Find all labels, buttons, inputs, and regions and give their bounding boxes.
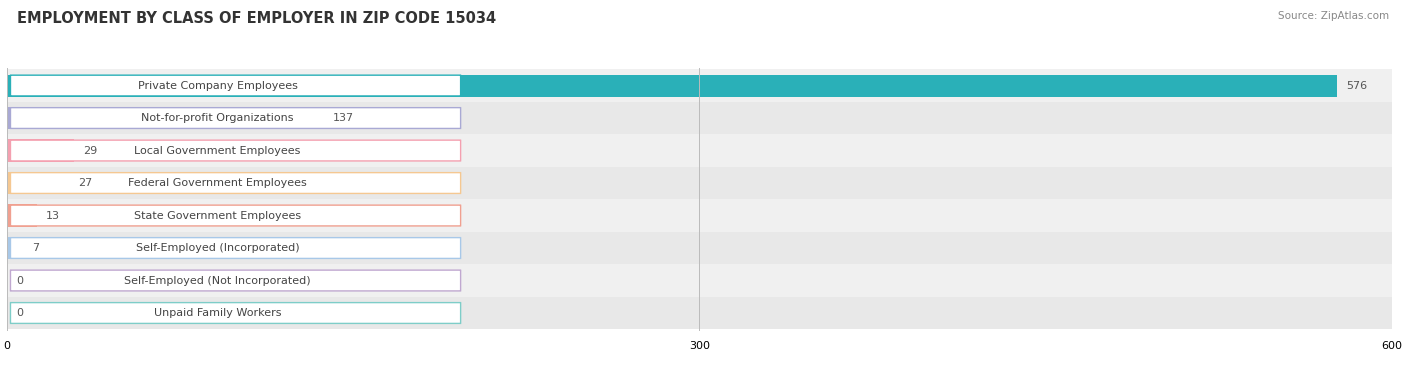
Text: EMPLOYMENT BY CLASS OF EMPLOYER IN ZIP CODE 15034: EMPLOYMENT BY CLASS OF EMPLOYER IN ZIP C… bbox=[17, 11, 496, 26]
Text: Private Company Employees: Private Company Employees bbox=[138, 80, 298, 91]
Bar bbox=[7, 139, 75, 162]
Text: 576: 576 bbox=[1346, 80, 1367, 91]
FancyBboxPatch shape bbox=[10, 205, 461, 226]
Bar bbox=[7, 205, 37, 227]
Text: Self-Employed (Not Incorporated): Self-Employed (Not Incorporated) bbox=[124, 276, 311, 285]
Bar bbox=[7, 74, 1337, 97]
Bar bbox=[7, 107, 323, 129]
Text: Federal Government Employees: Federal Government Employees bbox=[128, 178, 307, 188]
Bar bbox=[7, 237, 22, 259]
Bar bbox=[7, 264, 1392, 297]
Text: 0: 0 bbox=[17, 308, 24, 318]
Bar bbox=[7, 167, 1392, 199]
Text: 13: 13 bbox=[46, 211, 60, 221]
FancyBboxPatch shape bbox=[10, 238, 461, 258]
Text: 7: 7 bbox=[32, 243, 39, 253]
FancyBboxPatch shape bbox=[10, 303, 461, 323]
Bar bbox=[7, 232, 1392, 264]
Bar bbox=[7, 102, 1392, 134]
Bar bbox=[7, 69, 1392, 102]
Bar bbox=[7, 297, 1392, 329]
Text: 137: 137 bbox=[332, 113, 353, 123]
Text: 29: 29 bbox=[83, 146, 97, 156]
FancyBboxPatch shape bbox=[10, 108, 461, 129]
Bar bbox=[7, 199, 1392, 232]
Text: Unpaid Family Workers: Unpaid Family Workers bbox=[153, 308, 281, 318]
Text: Local Government Employees: Local Government Employees bbox=[135, 146, 301, 156]
Text: Not-for-profit Organizations: Not-for-profit Organizations bbox=[141, 113, 294, 123]
Text: 0: 0 bbox=[17, 276, 24, 285]
FancyBboxPatch shape bbox=[10, 75, 461, 96]
FancyBboxPatch shape bbox=[10, 270, 461, 291]
Text: Source: ZipAtlas.com: Source: ZipAtlas.com bbox=[1278, 11, 1389, 21]
Bar bbox=[7, 172, 69, 194]
Bar bbox=[7, 134, 1392, 167]
Text: 27: 27 bbox=[79, 178, 93, 188]
Text: Self-Employed (Incorporated): Self-Employed (Incorporated) bbox=[136, 243, 299, 253]
Text: State Government Employees: State Government Employees bbox=[134, 211, 301, 221]
FancyBboxPatch shape bbox=[10, 140, 461, 161]
FancyBboxPatch shape bbox=[10, 173, 461, 193]
